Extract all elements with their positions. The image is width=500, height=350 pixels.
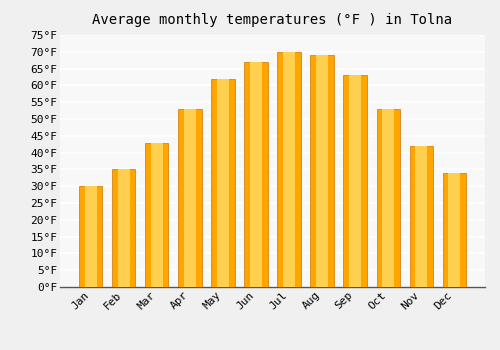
Bar	[310, 55, 334, 287]
Bar	[278, 52, 300, 287]
Bar	[178, 109, 202, 287]
Bar	[283, 52, 295, 287]
Bar	[217, 79, 228, 287]
Bar	[376, 109, 400, 287]
Title: Average monthly temperatures (°F ) in Tolna: Average monthly temperatures (°F ) in To…	[92, 13, 452, 27]
Bar	[350, 75, 361, 287]
Bar	[344, 75, 366, 287]
Bar	[250, 62, 262, 287]
Bar	[146, 142, 169, 287]
Bar	[151, 142, 162, 287]
Bar	[382, 109, 394, 287]
Bar	[442, 173, 466, 287]
Bar	[85, 186, 96, 287]
Bar	[244, 62, 268, 287]
Bar	[448, 173, 460, 287]
Bar	[212, 79, 234, 287]
Bar	[316, 55, 328, 287]
Bar	[416, 146, 427, 287]
Bar	[410, 146, 432, 287]
Bar	[184, 109, 196, 287]
Bar	[118, 169, 130, 287]
Bar	[80, 186, 102, 287]
Bar	[112, 169, 136, 287]
